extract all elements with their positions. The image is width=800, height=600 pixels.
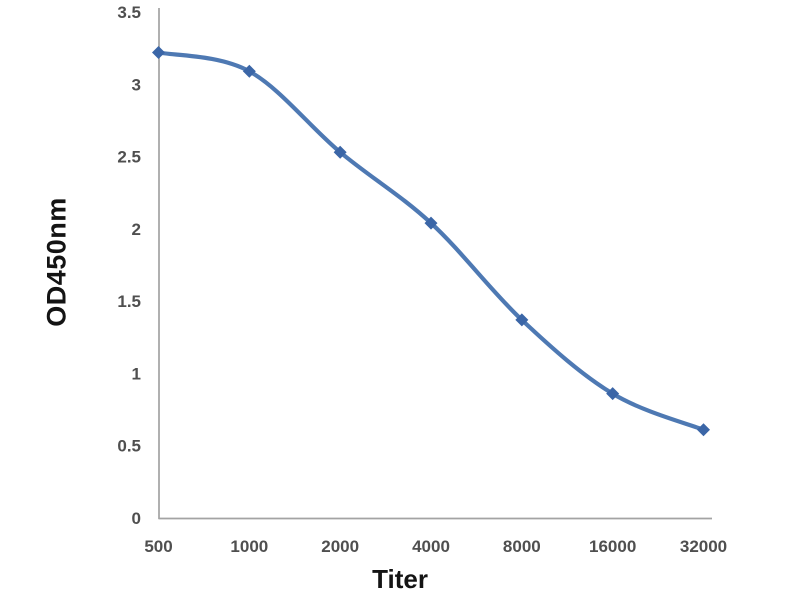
x-tick-label: 8000 (503, 537, 541, 556)
y-tick-label: 1.5 (117, 292, 141, 311)
x-axis-title: Titer (372, 564, 428, 594)
x-tick-label: 500 (144, 537, 172, 556)
y-tick-label: 1 (132, 364, 141, 383)
data-point-marker (606, 387, 620, 401)
data-point-marker (424, 216, 438, 230)
y-tick-label: 0.5 (117, 437, 141, 456)
data-point-marker (333, 145, 347, 159)
x-tick-label: 4000 (412, 537, 450, 556)
x-tick-label: 16000 (589, 537, 636, 556)
data-point-marker (152, 45, 165, 59)
data-point-marker (515, 313, 529, 327)
data-point-marker (697, 423, 710, 437)
data-point-marker (242, 64, 256, 78)
x-tick-label: 1000 (230, 537, 268, 556)
x-tick-label: 2000 (321, 537, 359, 556)
y-tick-label: 2.5 (117, 148, 141, 167)
y-tick-label: 3.5 (117, 3, 141, 22)
y-axis-title: OD450nm (41, 197, 72, 327)
y-tick-label: 2 (132, 220, 141, 239)
x-tick-label: 32000 (680, 537, 727, 556)
series-line (156, 50, 706, 432)
y-tick-label: 3 (132, 75, 141, 94)
y-tick-label: 0 (132, 509, 141, 528)
